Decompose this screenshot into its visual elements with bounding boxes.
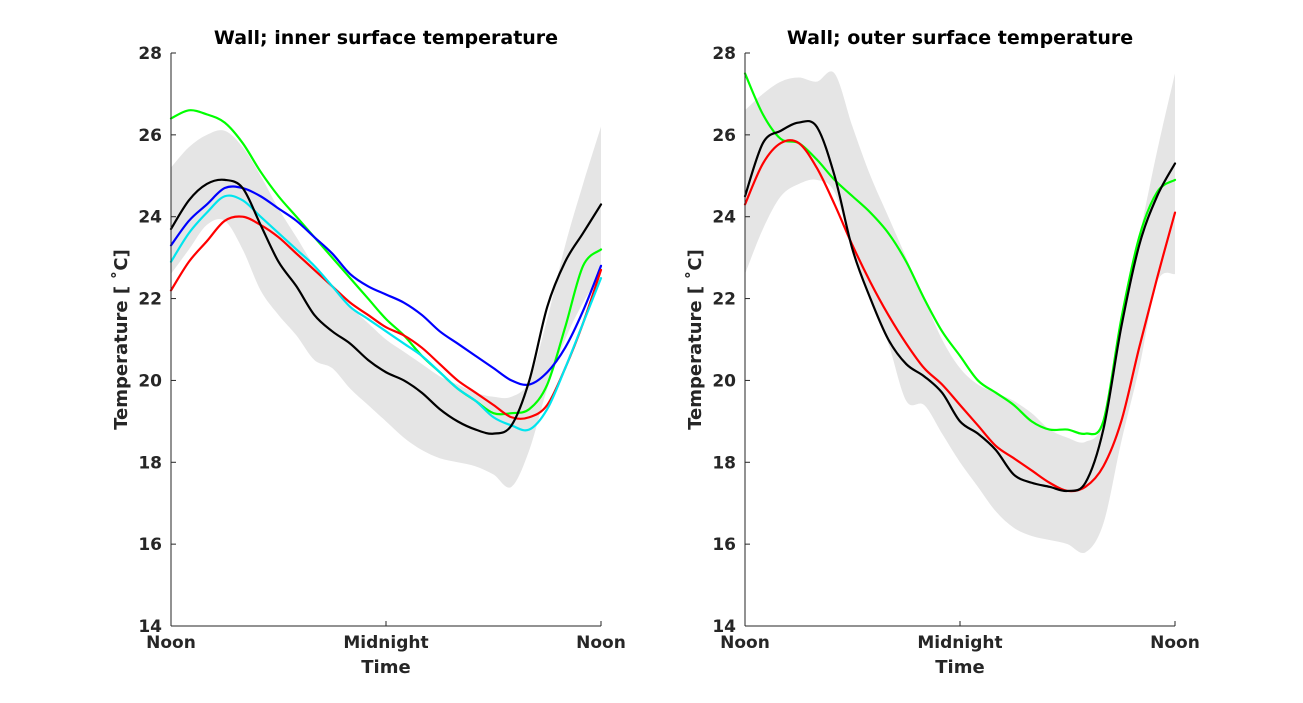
y-tick-label: 24	[138, 208, 162, 228]
x-tick-label: Midnight	[343, 633, 428, 653]
y-tick-label: 24	[712, 208, 736, 228]
y-tick-label: 16	[712, 535, 736, 555]
x-axis-label: Time	[361, 657, 410, 678]
y-tick-label: 22	[138, 290, 162, 310]
x-tick-label: Noon	[1150, 633, 1200, 653]
range-band	[745, 71, 1175, 554]
x-axis-label: Time	[935, 657, 984, 678]
y-tick-label: 28	[712, 44, 736, 64]
series-line-0	[169, 109, 603, 416]
y-tick-label: 18	[138, 453, 162, 473]
y-tick-label: 28	[138, 44, 162, 64]
series-line-1	[743, 139, 1177, 493]
series-line-4	[169, 178, 603, 435]
chart-title: Wall; outer surface temperature	[787, 27, 1133, 49]
x-tick-label: Noon	[720, 633, 770, 653]
y-tick-label: 26	[712, 126, 736, 146]
y-axis-label: Temperature [ ˚C]	[684, 249, 706, 430]
chart-inner-surface: 14 16 18 20 22 24 26 28 Noon Midnight Noon Wall; in…	[110, 27, 626, 678]
chart-title: Wall; inner surface temperature	[214, 27, 558, 49]
x-tick-label: Noon	[576, 633, 626, 653]
x-tick-label: Noon	[146, 633, 196, 653]
chart-outer-surface: 14 16 18 20 22 24 26 28 Noon Midnight Noon Wall; ou…	[684, 27, 1200, 678]
y-tick-label: 14	[138, 617, 162, 637]
y-tick-label: 22	[712, 290, 736, 310]
y-tick-label: 14	[712, 617, 736, 637]
y-tick-label: 16	[138, 535, 162, 555]
range-band	[171, 126, 601, 488]
y-tick-label: 20	[712, 371, 736, 391]
series-line-3	[169, 194, 603, 432]
y-axis-label: Temperature [ ˚C]	[110, 249, 132, 430]
series-line-2	[743, 119, 1177, 493]
y-tick-label: 20	[138, 371, 162, 391]
x-tick-label: Midnight	[917, 633, 1002, 653]
y-tick-label: 18	[712, 453, 736, 473]
y-tick-label: 26	[138, 126, 162, 146]
series-line-2	[169, 215, 603, 420]
